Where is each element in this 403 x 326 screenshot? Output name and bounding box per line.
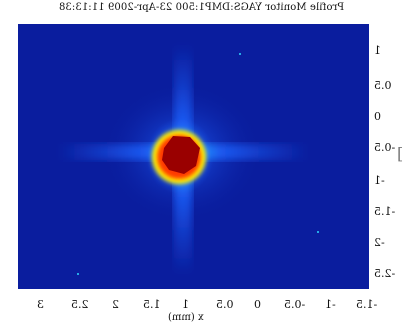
y-tick-label: 0.5	[374, 79, 392, 92]
x-tick-label: 1.5	[143, 298, 161, 311]
beam-heatmap	[18, 24, 369, 289]
y-tick-label: -0.5	[374, 141, 396, 154]
x-tick-label: -0.5	[284, 298, 306, 311]
profile-image	[18, 24, 369, 289]
beam-core	[162, 136, 200, 174]
x-tick-label: 2	[112, 298, 119, 311]
x-axis-label: x (mm)	[168, 312, 204, 323]
chart-title: Profile Monitor YAGS:DMP1:500 23-Apr-200…	[58, 2, 345, 13]
y-tick-label: 0	[374, 110, 381, 123]
x-tick-label: 0.5	[216, 298, 234, 311]
x-tick-label: -1	[325, 298, 336, 311]
x-tick-label: 1	[182, 298, 189, 311]
y-tick-label: -2.5	[374, 267, 396, 280]
x-tick-label: -1.5	[356, 298, 378, 311]
y-tick-label: -1.5	[374, 205, 396, 218]
axis-bracket: [	[397, 144, 403, 163]
x-tick-label: 2.5	[71, 298, 89, 311]
y-tick-label: 1	[374, 44, 381, 57]
x-tick-label: 3	[37, 298, 44, 311]
y-tick-label: -2	[374, 236, 385, 249]
x-tick-label: 0	[254, 298, 261, 311]
y-tick-label: -1	[374, 174, 385, 187]
